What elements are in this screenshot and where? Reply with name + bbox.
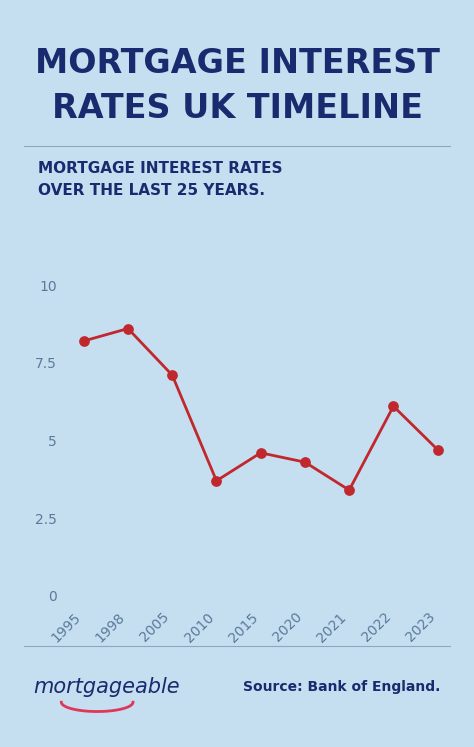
Text: RATES UK TIMELINE: RATES UK TIMELINE <box>52 92 422 125</box>
Text: MORTGAGE INTEREST RATES: MORTGAGE INTEREST RATES <box>38 161 283 176</box>
Point <box>213 475 220 487</box>
Text: MORTGAGE INTEREST: MORTGAGE INTEREST <box>35 47 439 80</box>
Point <box>168 369 176 381</box>
Point <box>390 400 397 412</box>
Point <box>301 456 309 468</box>
Text: OVER THE LAST 25 YEARS.: OVER THE LAST 25 YEARS. <box>38 183 265 198</box>
Point <box>124 323 132 335</box>
Text: Source: Bank of England.: Source: Bank of England. <box>244 681 441 694</box>
Point <box>434 444 441 456</box>
Point <box>346 484 353 496</box>
Text: mortgageable: mortgageable <box>33 678 180 697</box>
Point <box>80 335 88 347</box>
Point <box>257 447 264 459</box>
